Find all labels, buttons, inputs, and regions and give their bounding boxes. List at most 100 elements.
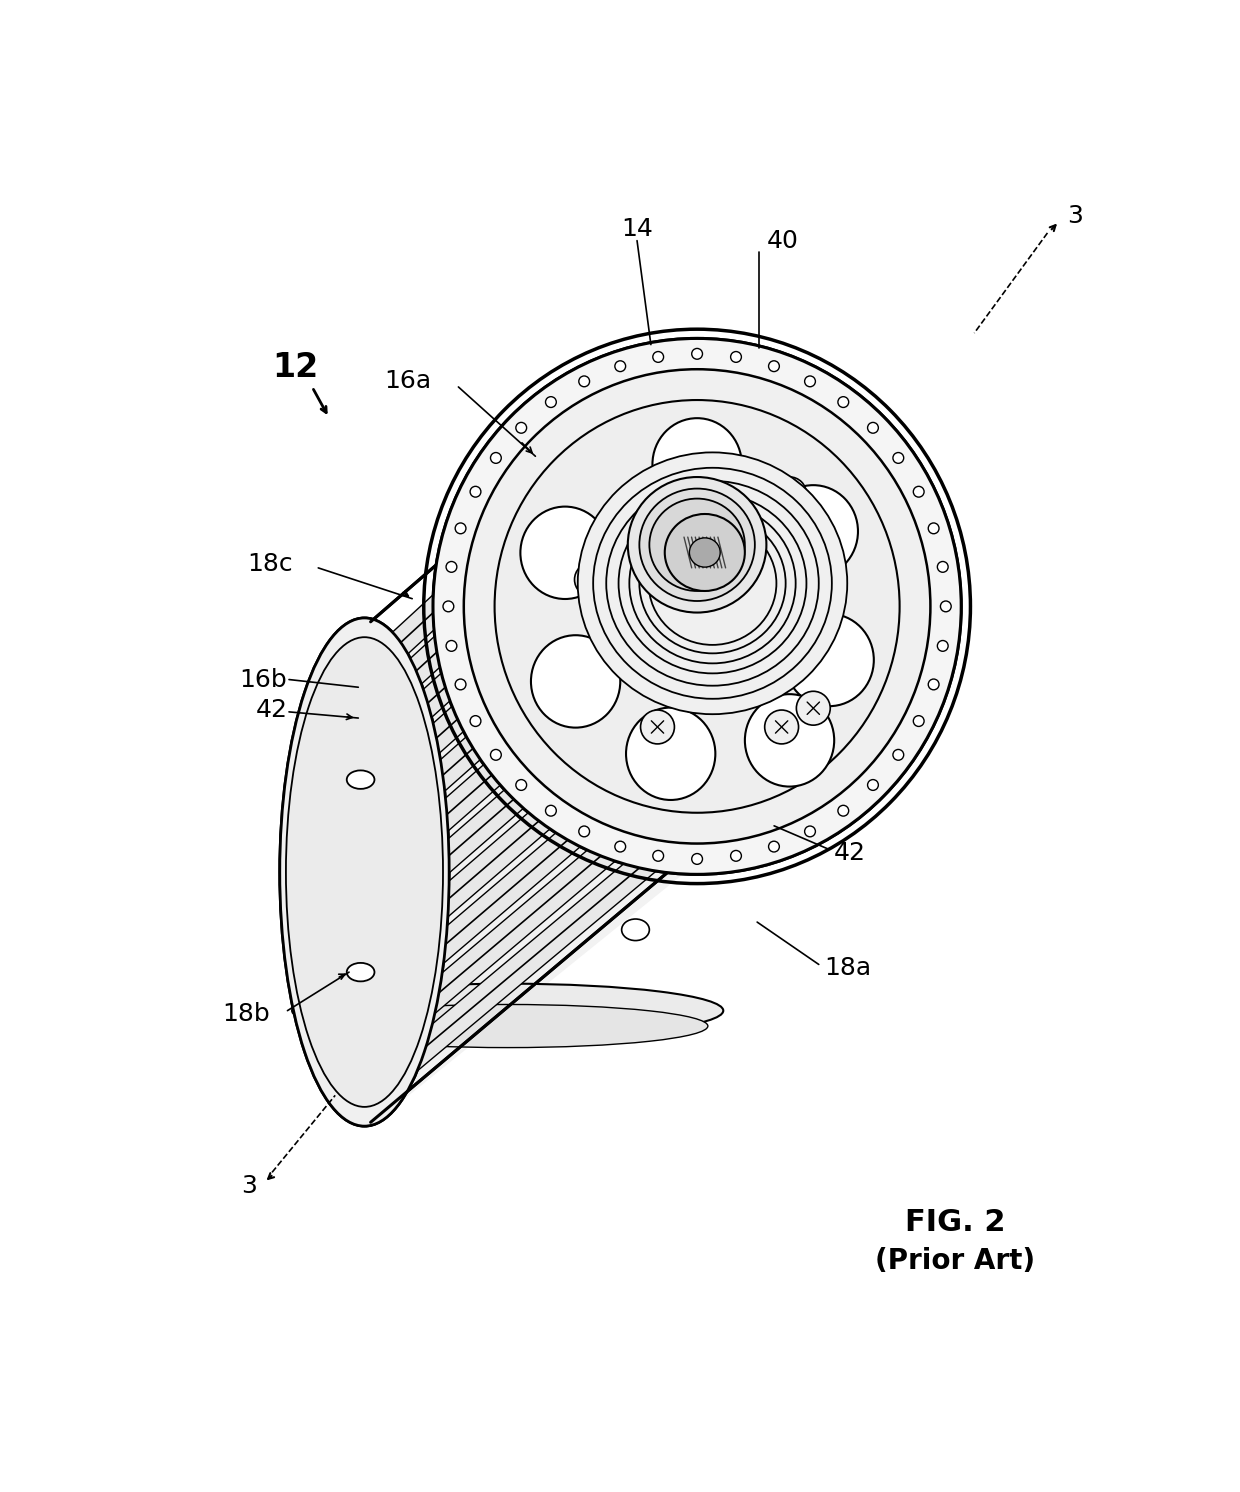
Ellipse shape <box>805 827 816 837</box>
Text: (Prior Art): (Prior Art) <box>875 1247 1035 1274</box>
Ellipse shape <box>531 636 620 728</box>
Text: 18a: 18a <box>825 956 872 980</box>
Ellipse shape <box>470 716 481 727</box>
Ellipse shape <box>914 486 924 497</box>
Ellipse shape <box>745 694 835 786</box>
Ellipse shape <box>280 618 449 1126</box>
Ellipse shape <box>531 636 620 728</box>
Text: 16a: 16a <box>384 369 432 392</box>
Ellipse shape <box>464 369 930 843</box>
Ellipse shape <box>745 694 835 786</box>
Ellipse shape <box>929 524 939 534</box>
Ellipse shape <box>578 452 847 715</box>
Ellipse shape <box>615 361 626 372</box>
Ellipse shape <box>730 352 742 363</box>
Ellipse shape <box>347 962 374 982</box>
Ellipse shape <box>893 749 904 761</box>
Ellipse shape <box>347 770 374 789</box>
Ellipse shape <box>868 422 878 433</box>
Ellipse shape <box>760 800 787 821</box>
Ellipse shape <box>626 707 715 800</box>
Ellipse shape <box>579 376 589 386</box>
Ellipse shape <box>665 513 745 591</box>
Ellipse shape <box>455 679 466 689</box>
Ellipse shape <box>455 679 466 689</box>
Ellipse shape <box>650 498 745 591</box>
Ellipse shape <box>893 452 904 464</box>
Ellipse shape <box>491 452 501 464</box>
Ellipse shape <box>546 806 557 816</box>
Ellipse shape <box>692 853 703 864</box>
Ellipse shape <box>769 361 780 372</box>
Text: 40: 40 <box>766 228 799 252</box>
Ellipse shape <box>940 601 951 612</box>
Ellipse shape <box>615 361 626 372</box>
Ellipse shape <box>838 397 848 407</box>
Ellipse shape <box>491 749 501 761</box>
Ellipse shape <box>805 376 816 386</box>
Ellipse shape <box>652 418 742 510</box>
Ellipse shape <box>652 850 663 861</box>
Ellipse shape <box>470 716 481 727</box>
Ellipse shape <box>773 477 806 510</box>
Ellipse shape <box>574 562 609 597</box>
Ellipse shape <box>516 422 527 433</box>
Ellipse shape <box>640 488 755 601</box>
Ellipse shape <box>868 422 878 433</box>
Ellipse shape <box>615 841 626 852</box>
Ellipse shape <box>521 507 610 598</box>
Ellipse shape <box>937 640 949 652</box>
Ellipse shape <box>446 640 456 652</box>
Ellipse shape <box>280 618 449 1126</box>
Ellipse shape <box>785 613 874 706</box>
Text: 3: 3 <box>1066 204 1083 228</box>
Ellipse shape <box>286 637 443 1107</box>
Ellipse shape <box>929 679 939 689</box>
Ellipse shape <box>838 806 848 816</box>
Ellipse shape <box>769 361 780 372</box>
Text: 16b: 16b <box>239 667 288 691</box>
Ellipse shape <box>838 806 848 816</box>
Ellipse shape <box>516 422 527 433</box>
Ellipse shape <box>805 827 816 837</box>
Ellipse shape <box>937 561 949 573</box>
Ellipse shape <box>805 376 816 386</box>
Ellipse shape <box>893 452 904 464</box>
Ellipse shape <box>347 962 374 982</box>
Text: 18b: 18b <box>222 1003 270 1026</box>
Ellipse shape <box>574 562 609 597</box>
Ellipse shape <box>665 513 745 591</box>
Ellipse shape <box>495 400 899 813</box>
Ellipse shape <box>626 707 715 800</box>
Ellipse shape <box>730 850 742 861</box>
Ellipse shape <box>692 349 703 360</box>
Ellipse shape <box>929 524 939 534</box>
Ellipse shape <box>446 561 456 573</box>
Ellipse shape <box>868 780 878 791</box>
Ellipse shape <box>914 716 924 727</box>
Ellipse shape <box>286 637 443 1107</box>
Ellipse shape <box>773 477 806 510</box>
Ellipse shape <box>464 369 930 843</box>
Ellipse shape <box>446 561 456 573</box>
Text: 18c: 18c <box>247 552 293 576</box>
Ellipse shape <box>433 339 961 874</box>
Ellipse shape <box>627 477 766 613</box>
Ellipse shape <box>765 710 799 745</box>
Text: 42: 42 <box>255 698 288 722</box>
Ellipse shape <box>443 601 454 612</box>
Ellipse shape <box>491 749 501 761</box>
Ellipse shape <box>838 397 848 407</box>
Ellipse shape <box>692 349 703 360</box>
Ellipse shape <box>796 691 831 725</box>
Ellipse shape <box>347 770 374 789</box>
Ellipse shape <box>730 461 764 495</box>
Ellipse shape <box>641 710 675 745</box>
Ellipse shape <box>652 352 663 363</box>
Ellipse shape <box>765 710 799 745</box>
Ellipse shape <box>868 780 878 791</box>
Ellipse shape <box>940 601 951 612</box>
Ellipse shape <box>796 691 831 725</box>
Ellipse shape <box>730 850 742 861</box>
Ellipse shape <box>640 488 755 601</box>
